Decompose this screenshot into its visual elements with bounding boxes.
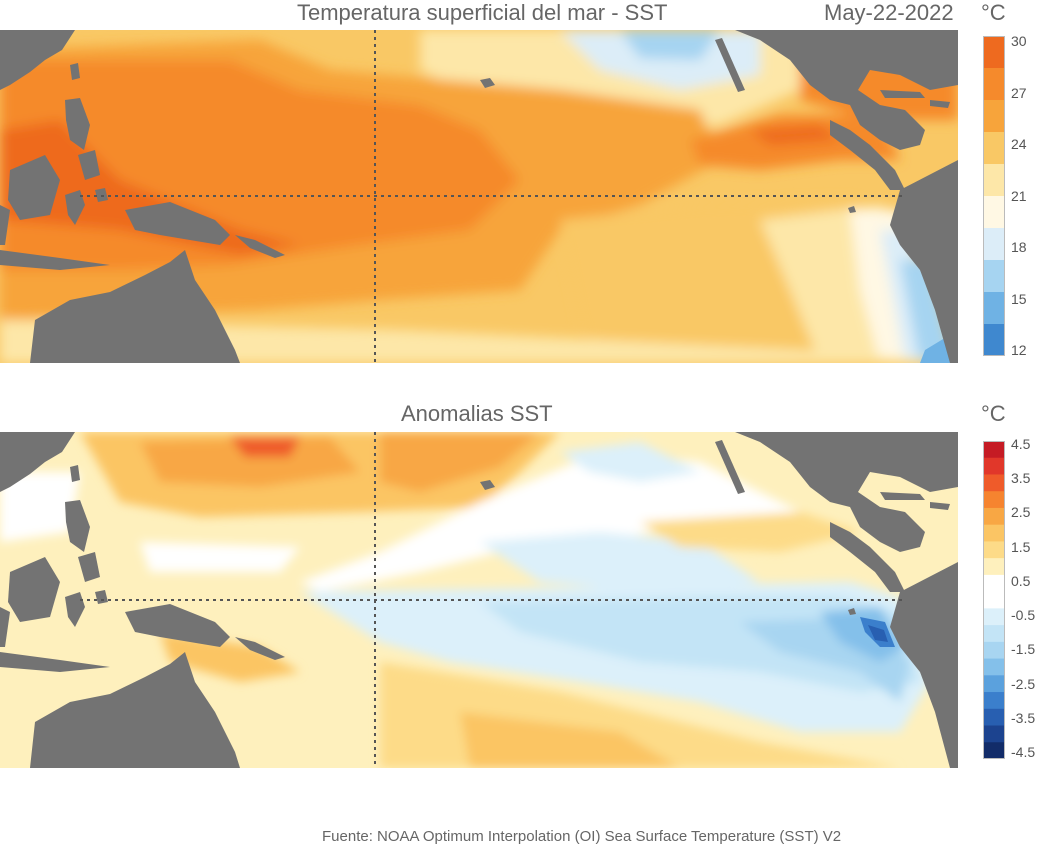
sst-map xyxy=(0,30,958,363)
sst-colorbar-tick-label: 30 xyxy=(1011,33,1027,49)
sst-map-date: May-22-2022 xyxy=(824,0,954,25)
sst-colorbar-tick-label: 21 xyxy=(1011,187,1027,204)
sst-colorbar-tick-label: 12 xyxy=(1011,342,1027,358)
anomaly-colorbar-swatch xyxy=(983,541,1005,559)
anomaly-colorbar-swatch xyxy=(983,474,1005,492)
anomaly-map-title: Anomalias SST xyxy=(401,401,553,426)
sst-colorbar-unit: °C xyxy=(981,0,1006,25)
anomaly-colorbar-swatch xyxy=(983,725,1005,743)
anomaly-colorbar-swatch xyxy=(983,507,1005,526)
data-source-footer: Fuente: NOAA Optimum Interpolation (OI) … xyxy=(322,828,842,845)
anomaly-map xyxy=(0,432,958,768)
anomaly-colorbar-swatch xyxy=(983,608,1005,626)
sst-colorbar-swatch xyxy=(983,100,1005,133)
sst-colorbar-tick-label: 15 xyxy=(1011,290,1027,307)
anomaly-colorbar-swatch xyxy=(983,574,1005,593)
anomaly-colorbar-unit: °C xyxy=(981,401,1006,426)
sst-colorbar-swatch xyxy=(983,196,1005,229)
sst-map-title: Temperatura superficial del mar - SST xyxy=(297,0,668,25)
anomaly-colorbar-tick-label: -4.5 xyxy=(1011,744,1036,760)
land-masses xyxy=(0,30,958,363)
anomaly-colorbar-tick-label: 0.5 xyxy=(1011,572,1031,589)
land-masses xyxy=(0,432,958,768)
anomaly-colorbar-swatch xyxy=(983,591,1005,609)
anomaly-colorbar xyxy=(983,441,1005,759)
anomaly-colorbar-swatch xyxy=(983,641,1005,660)
sst-colorbar-swatch xyxy=(983,228,1005,261)
anomaly-colorbar-swatch xyxy=(983,692,1005,710)
anomaly-colorbar-swatch xyxy=(983,658,1005,676)
anomaly-colorbar-swatch xyxy=(983,625,1005,643)
anomaly-colorbar-tick-label: 3.5 xyxy=(1011,470,1031,487)
anomaly-colorbar-tick-label: -1.5 xyxy=(1011,641,1036,658)
anomaly-colorbar-swatch xyxy=(983,524,1005,542)
anomaly-colorbar-swatch xyxy=(983,708,1005,727)
sst-colorbar-tick-label: 18 xyxy=(1011,239,1027,255)
sst-colorbar-swatch xyxy=(983,324,1005,356)
anomaly-colorbar-tick-label: 1.5 xyxy=(1011,538,1031,555)
anomaly-colorbar-swatch xyxy=(983,457,1005,475)
anomaly-colorbar-swatch xyxy=(983,441,1005,459)
anomaly-colorbar-tick-label: -2.5 xyxy=(1011,675,1036,692)
anomaly-colorbar-tick-label: 4.5 xyxy=(1011,436,1031,452)
reference-lines xyxy=(80,432,905,768)
sst-colorbar-swatch xyxy=(983,164,1005,197)
anomaly-colorbar-tick-label: -0.5 xyxy=(1011,607,1036,624)
sst-colorbar-swatch xyxy=(983,68,1005,101)
sst-colorbar-tick-label: 27 xyxy=(1011,84,1027,101)
anomaly-colorbar-swatch xyxy=(983,558,1005,576)
reference-lines xyxy=(80,30,905,363)
anomaly-colorbar-swatch xyxy=(983,742,1005,759)
sst-colorbar-swatch xyxy=(983,260,1005,293)
sst-colorbar-swatch xyxy=(983,292,1005,325)
sst-colorbar xyxy=(983,36,1005,356)
sst-colorbar-swatch xyxy=(983,36,1005,69)
sst-colorbar-swatch xyxy=(983,132,1005,165)
anomaly-colorbar-tick-label: 2.5 xyxy=(1011,504,1031,521)
sst-colorbar-tick-label: 24 xyxy=(1011,136,1027,152)
anomaly-colorbar-swatch xyxy=(983,675,1005,693)
anomaly-colorbar-tick-label: -3.5 xyxy=(1011,709,1036,726)
anomaly-colorbar-swatch xyxy=(983,491,1005,509)
